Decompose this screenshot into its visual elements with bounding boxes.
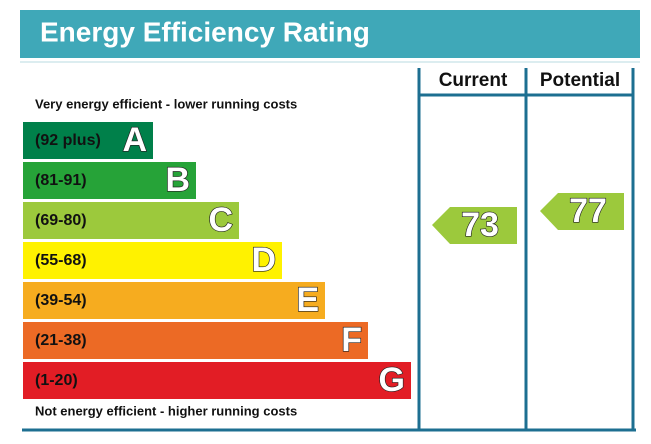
potential-arrow xyxy=(540,193,624,230)
band xyxy=(23,122,153,159)
band-range: (39-54) xyxy=(35,292,87,309)
frame xyxy=(22,68,636,432)
column-header: Current xyxy=(439,70,508,91)
band-range: (55-68) xyxy=(35,252,87,269)
column-header: Potential xyxy=(540,70,620,91)
band-letter: E xyxy=(296,281,319,319)
band-range: (81-91) xyxy=(35,172,87,189)
band xyxy=(23,162,196,199)
band xyxy=(23,202,239,239)
bottom-label: Not energy efficient - higher running co… xyxy=(35,403,297,418)
potential-value: 77 xyxy=(569,192,607,230)
title: Energy Efficiency Rating xyxy=(40,16,370,47)
band-range: (1-20) xyxy=(35,372,78,389)
band-letter: C xyxy=(208,201,233,239)
band xyxy=(23,242,282,279)
band xyxy=(23,282,325,319)
band-letter: B xyxy=(165,161,190,199)
title-bar xyxy=(20,10,640,58)
current-value: 73 xyxy=(461,206,499,244)
band-letter: F xyxy=(341,321,362,359)
band-range: (21-38) xyxy=(35,332,87,349)
band-letter: G xyxy=(379,361,405,399)
band-range: (69-80) xyxy=(35,212,87,229)
current-arrow xyxy=(432,207,517,244)
band-range: (92 plus) xyxy=(35,132,101,149)
band-letter: A xyxy=(122,121,147,159)
band xyxy=(23,362,411,399)
bands: (92 plus) A (81-91) B (69-80) C (55-68) D (39-54… xyxy=(23,120,411,400)
top-label: Very energy efficient - lower running co… xyxy=(35,96,297,111)
band-letter: D xyxy=(251,241,276,279)
band xyxy=(23,322,368,359)
